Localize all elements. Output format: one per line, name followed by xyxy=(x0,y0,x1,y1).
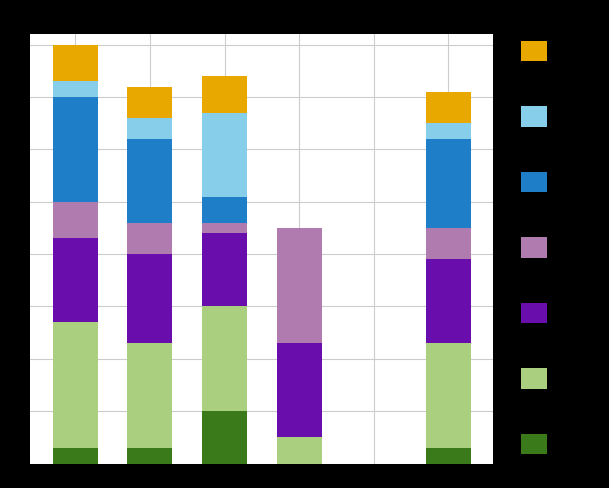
Bar xyxy=(53,322,97,448)
Bar xyxy=(277,437,322,464)
Bar xyxy=(426,343,471,448)
Bar xyxy=(426,139,471,228)
Bar xyxy=(53,81,97,97)
Bar xyxy=(127,118,172,139)
Bar xyxy=(202,233,247,306)
Bar xyxy=(127,343,172,448)
Bar xyxy=(127,86,172,118)
Bar xyxy=(127,254,172,343)
Bar xyxy=(202,306,247,411)
Bar xyxy=(202,223,247,233)
Bar xyxy=(53,44,97,81)
Bar xyxy=(426,228,471,259)
Bar xyxy=(426,259,471,343)
Bar xyxy=(202,411,247,464)
Bar xyxy=(127,223,172,254)
Bar xyxy=(277,343,322,437)
Bar xyxy=(426,92,471,123)
Bar xyxy=(53,97,97,202)
Bar xyxy=(426,123,471,139)
Bar xyxy=(202,113,247,197)
Bar xyxy=(127,139,172,223)
Bar xyxy=(426,448,471,464)
Bar xyxy=(53,239,97,322)
Bar xyxy=(202,76,247,113)
Bar xyxy=(53,448,97,464)
Bar xyxy=(277,228,322,343)
Bar xyxy=(202,197,247,223)
Bar xyxy=(127,448,172,464)
Bar xyxy=(53,202,97,239)
